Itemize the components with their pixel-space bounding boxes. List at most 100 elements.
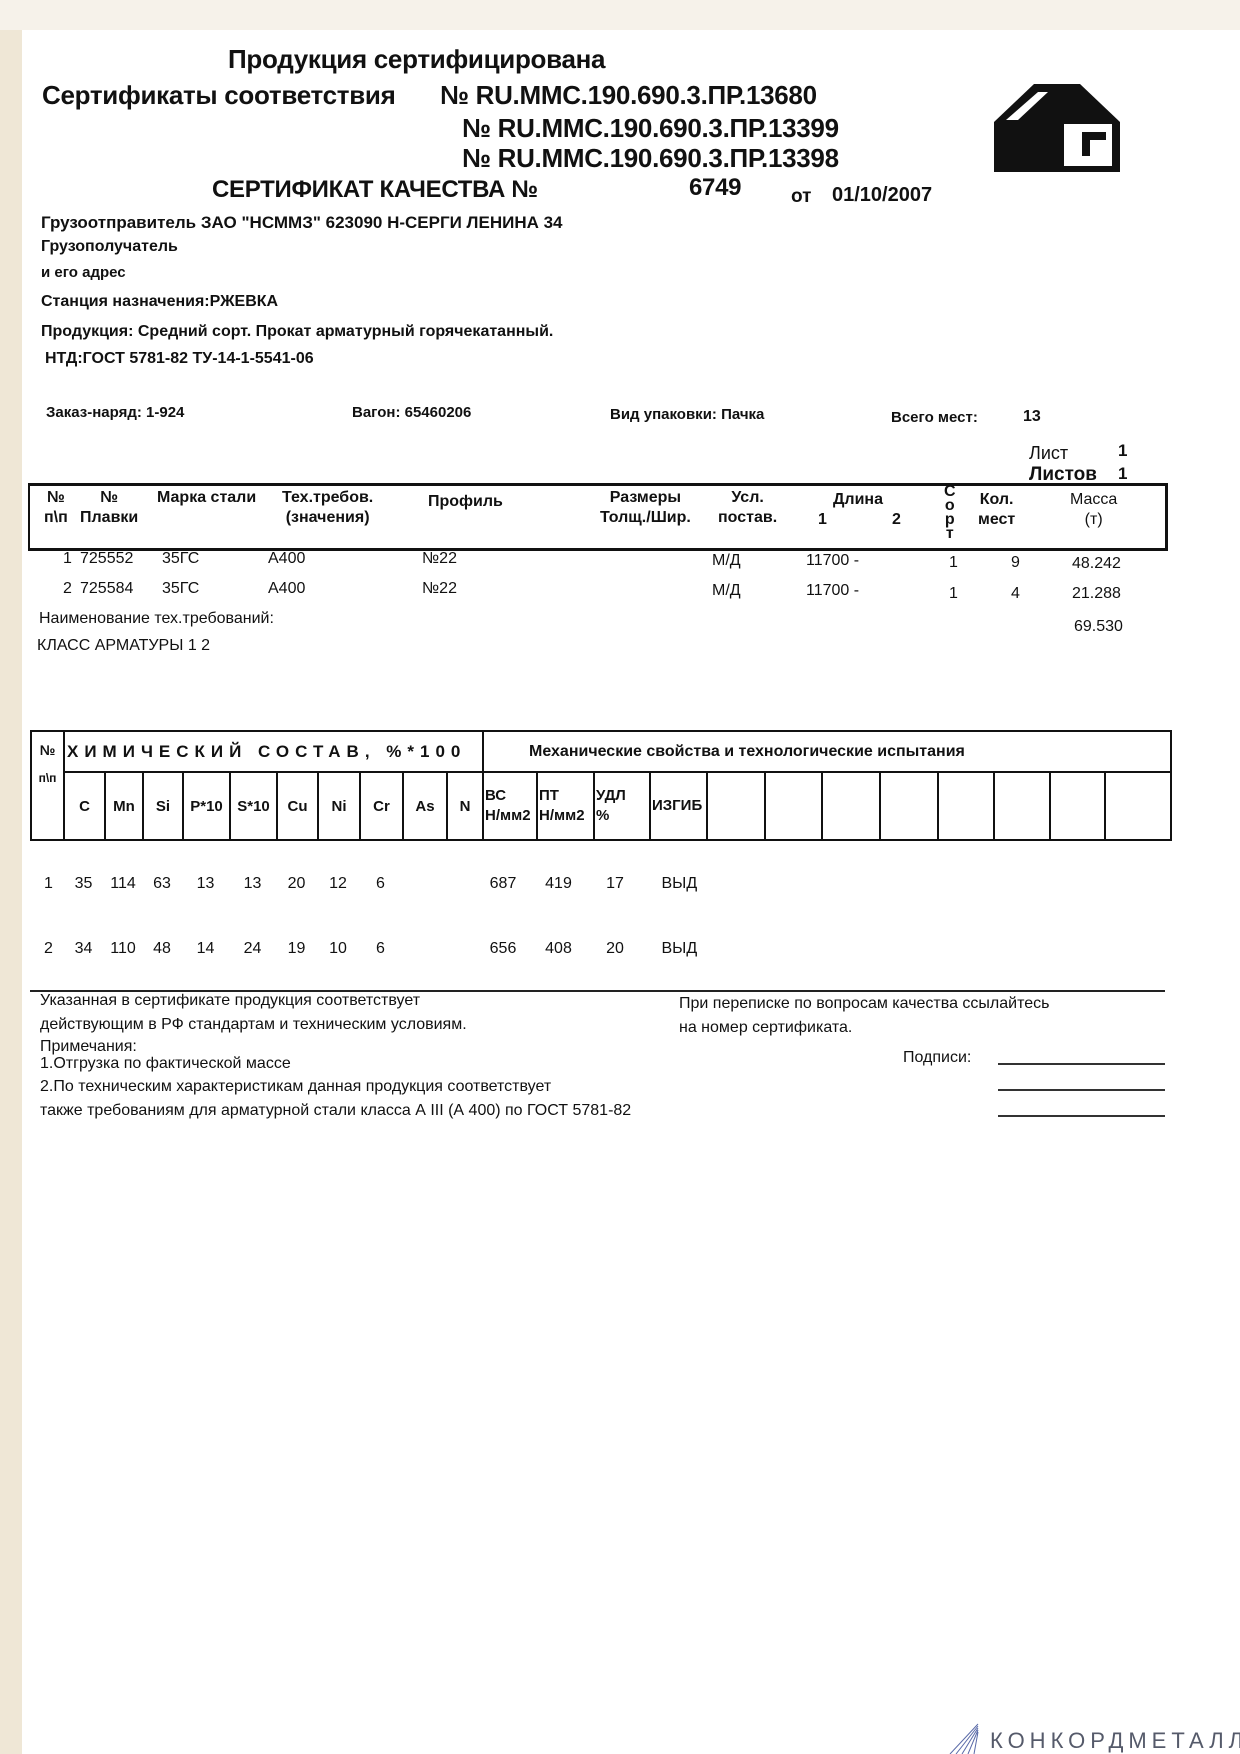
mech-col-header: ПТ Н/мм2 bbox=[536, 771, 595, 841]
row-num: 1 bbox=[63, 550, 72, 567]
chem-cell: 35 bbox=[74, 875, 93, 892]
col-grade: С о р т bbox=[944, 483, 956, 542]
chem-mech-table: № п\п ХИМИЧЕСКИЙ СОСТАВ, %*100 Механичес… bbox=[30, 730, 1172, 841]
contact-line-2: на номер сертификата. bbox=[679, 1019, 853, 1036]
shipper: Грузоотправитель ЗАО "НСММЗ" 623090 Н-СЕ… bbox=[41, 213, 563, 232]
chem-col-header: Cr bbox=[359, 771, 404, 841]
row-places: 9 bbox=[1011, 554, 1020, 571]
row-tech: А400 bbox=[268, 580, 306, 597]
col-length: Длина bbox=[833, 491, 883, 508]
mech-col-header: ИЗГИБ bbox=[649, 771, 708, 841]
watermark-logo-icon bbox=[949, 1723, 979, 1754]
chem-title: ХИМИЧЕСКИЙ СОСТАВ, %*100 bbox=[63, 730, 484, 773]
col-size: Размеры Толщ./Шир. bbox=[600, 489, 691, 526]
chem-col-header: N bbox=[446, 771, 484, 841]
chem-cell: 19 bbox=[287, 940, 306, 957]
signature-line bbox=[998, 1063, 1165, 1066]
row-melt: 725584 bbox=[80, 580, 134, 597]
col-mass: Масса (т) bbox=[1070, 491, 1118, 528]
chem-cell: 63 bbox=[153, 875, 171, 892]
chem-cell: 17 bbox=[606, 875, 624, 892]
row-grade: 1 bbox=[949, 554, 958, 571]
col-steel: Марка стали bbox=[157, 489, 257, 506]
note-2a: 2.По техническим характеристикам данная … bbox=[40, 1078, 552, 1095]
chem-cell: 6 bbox=[376, 940, 385, 957]
row-profile: №22 bbox=[422, 550, 457, 567]
col-tech: Тех.требов. (значения) bbox=[282, 489, 374, 526]
footer-divider bbox=[30, 990, 1165, 992]
num-header-bottom: п\п bbox=[38, 771, 57, 785]
chem-cell: ВЫД bbox=[661, 940, 698, 957]
chem-cell: 20 bbox=[287, 875, 306, 892]
mech-col-header bbox=[993, 771, 1051, 841]
mech-title: Механические свойства и технологические … bbox=[482, 730, 1172, 773]
company-logo bbox=[994, 84, 1120, 172]
row-profile: №22 bbox=[422, 580, 457, 597]
total-places-label: Всего мест: bbox=[891, 409, 978, 426]
col-length-2: 2 bbox=[892, 511, 901, 528]
chem-cell: 13 bbox=[196, 875, 215, 892]
contact-line-1: При переписке по вопросам качества ссыла… bbox=[679, 995, 1050, 1012]
certificate-title: СЕРТИФИКАТ КАЧЕСТВА № bbox=[212, 176, 538, 203]
total-mass: 69.530 bbox=[1074, 618, 1123, 635]
chem-cell: 110 bbox=[110, 940, 136, 957]
date-label: от bbox=[791, 186, 812, 207]
mech-col-header bbox=[1104, 771, 1172, 841]
certified-heading: Продукция сертифицирована bbox=[228, 44, 606, 74]
chem-cell: 687 bbox=[489, 875, 517, 892]
row-melt: 725552 bbox=[80, 550, 134, 567]
mech-col-header bbox=[821, 771, 881, 841]
sheet-label: Лист bbox=[1029, 443, 1069, 463]
chem-cell: 114 bbox=[110, 875, 136, 892]
conformity-number: № RU.MMC.190.690.3.ПР.13399 bbox=[462, 113, 839, 143]
chem-col-header: Si bbox=[142, 771, 184, 841]
note-1: 1.Отгрузка по фактической массе bbox=[40, 1055, 291, 1072]
certificate-date: 01/10/2007 bbox=[832, 184, 933, 206]
product-table-header bbox=[28, 483, 1168, 551]
chem-col-header: Mn bbox=[104, 771, 144, 841]
chem-cell: 419 bbox=[545, 875, 572, 892]
certificate-number: 6749 bbox=[689, 174, 742, 201]
signature-line bbox=[998, 1089, 1165, 1092]
col-profile: Профиль bbox=[428, 493, 503, 510]
conformity-number: № RU.MMC.190.690.3.ПР.13680 bbox=[440, 80, 817, 110]
chem-cell: 14 bbox=[196, 940, 215, 957]
signatures-label: Подписи: bbox=[903, 1049, 972, 1066]
mech-col-header bbox=[764, 771, 823, 841]
col-num: № п\п bbox=[44, 489, 68, 526]
row-delivery: М/Д bbox=[712, 552, 741, 569]
ntd: НТД:ГОСТ 5781-82 ТУ-14-1-5541-06 bbox=[45, 350, 314, 367]
packing-type: Вид упаковки: Пачка bbox=[610, 406, 765, 423]
consignee-label: Грузополучатель bbox=[41, 238, 178, 255]
sheets-number: 1 bbox=[1118, 464, 1128, 483]
chem-cell: 48 bbox=[153, 940, 171, 957]
conformity-line-2: действующим в РФ стандартам и технически… bbox=[40, 1016, 467, 1033]
num-header: № п\п bbox=[30, 730, 65, 841]
sheets-label: Листов bbox=[1029, 464, 1097, 485]
chem-cell: 656 bbox=[489, 940, 517, 957]
reinforcement-class: КЛАСС АРМАТУРЫ 1 2 bbox=[37, 637, 211, 654]
chem-col-header: Cu bbox=[276, 771, 319, 841]
product: Продукция: Средний сорт. Прокат арматурн… bbox=[41, 323, 554, 340]
sheet-number: 1 bbox=[1118, 441, 1128, 460]
row-places: 4 bbox=[1011, 585, 1020, 602]
chem-cell: 20 bbox=[606, 940, 624, 957]
note-2b: также требованиям для арматурной стали к… bbox=[40, 1102, 632, 1119]
mech-col-header: УДЛ % bbox=[593, 771, 651, 841]
chem-cell: 34 bbox=[74, 940, 93, 957]
chem-cell: 1 bbox=[44, 875, 53, 892]
notes-label: Примечания: bbox=[40, 1038, 137, 1055]
chem-col-header: C bbox=[63, 771, 106, 841]
row-steel: 35ГС bbox=[162, 580, 200, 597]
chem-cell: ВЫД bbox=[661, 875, 698, 892]
chem-col-header: As bbox=[402, 771, 448, 841]
chem-cell: 10 bbox=[329, 940, 347, 957]
conformity-line-1: Указанная в сертификате продукция соотве… bbox=[40, 992, 421, 1009]
chem-col-header: Ni bbox=[317, 771, 361, 841]
scan-edge bbox=[0, 0, 22, 1754]
row-tech: А400 bbox=[268, 550, 306, 567]
scan-edge-top bbox=[0, 0, 1240, 30]
destination-station: Станция назначения:РЖЕВКА bbox=[41, 293, 279, 310]
chem-cell: 12 bbox=[329, 875, 347, 892]
mech-col-header: ВС Н/мм2 bbox=[482, 771, 538, 841]
